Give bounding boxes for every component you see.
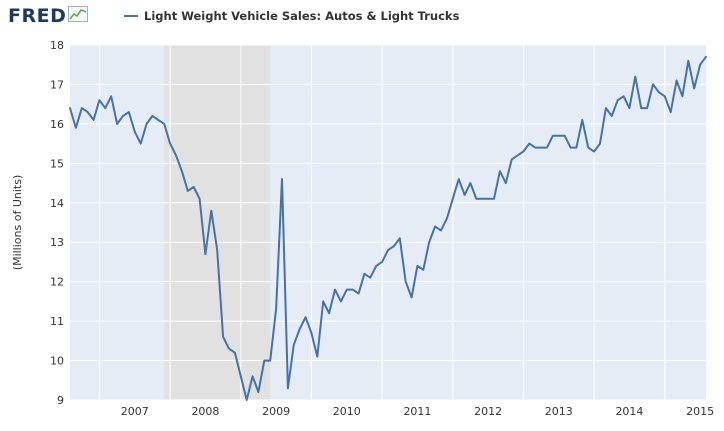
- recession-band: [164, 45, 271, 400]
- x-tick-label: 2011: [403, 405, 431, 418]
- y-tick-label: 16: [50, 118, 64, 131]
- x-tick-label: 2008: [191, 405, 219, 418]
- x-tick-label: 2007: [121, 405, 149, 418]
- y-tick-label: 15: [50, 157, 64, 170]
- y-tick-label: 10: [50, 355, 64, 368]
- chart-legend: Light Weight Vehicle Sales: Autos & Ligh…: [124, 9, 459, 23]
- y-tick-label: 11: [50, 315, 64, 328]
- x-tick-label: 2009: [262, 405, 290, 418]
- x-tick-label: 2014: [615, 405, 643, 418]
- legend-label: Light Weight Vehicle Sales: Autos & Ligh…: [144, 9, 460, 23]
- y-tick-label: 13: [50, 236, 64, 249]
- series-line: [69, 55, 707, 401]
- legend-swatch: [124, 15, 138, 17]
- x-tick-label: 2013: [545, 405, 573, 418]
- y-axis-title: (Millions of Units): [11, 175, 24, 270]
- fred-logo[interactable]: FRED: [8, 4, 89, 28]
- trend-line-icon: [68, 6, 89, 26]
- logo-text: FRED: [8, 5, 67, 27]
- y-tick-label: 17: [50, 78, 64, 91]
- x-tick-label: 2012: [474, 405, 502, 418]
- x-tick-label: 2010: [333, 405, 361, 418]
- y-tick-label: 9: [57, 394, 64, 407]
- y-tick-label: 18: [50, 39, 64, 52]
- y-tick-label: 12: [50, 276, 64, 289]
- x-tick-label: 2015: [686, 405, 714, 418]
- y-tick-label: 14: [50, 197, 64, 210]
